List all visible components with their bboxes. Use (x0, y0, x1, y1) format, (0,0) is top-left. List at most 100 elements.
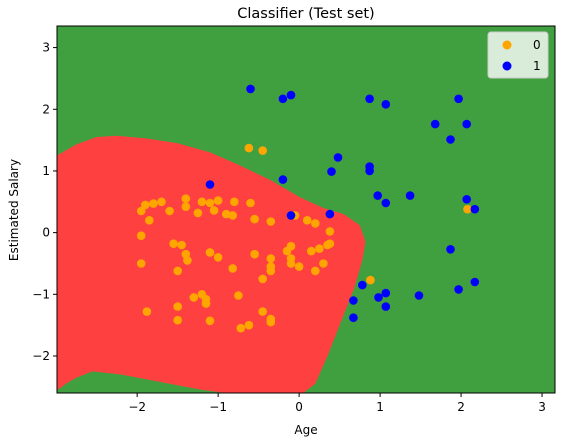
y-tick-label: −1 (32, 287, 50, 301)
point-class-1-10 (327, 167, 336, 176)
point-class-1-29 (470, 277, 480, 287)
point-class-0-4 (145, 216, 154, 225)
point-class-0-60 (205, 316, 215, 326)
point-class-1-8 (446, 135, 455, 144)
point-class-1-24 (349, 296, 358, 305)
point-class-1-26 (381, 288, 391, 298)
point-class-0-43 (311, 266, 320, 276)
point-class-1-0 (246, 84, 255, 94)
point-class-0-46 (173, 266, 182, 276)
point-class-0-49 (189, 293, 199, 302)
point-class-1-2 (286, 90, 296, 100)
point-class-1-5 (454, 94, 463, 104)
legend-marker-class-0 (502, 40, 512, 50)
point-class-0-44 (325, 239, 335, 248)
point-class-0-22 (325, 227, 335, 236)
point-class-0-29 (213, 252, 223, 262)
point-class-0-31 (266, 254, 276, 263)
point-class-1-17 (405, 191, 415, 200)
point-class-1-13 (278, 175, 288, 184)
point-class-0-52 (173, 302, 182, 311)
point-class-1-18 (462, 195, 472, 204)
chart-title: Classifier (Test set) (237, 6, 374, 22)
region-class-0 (57, 135, 366, 393)
point-class-1-20 (286, 211, 296, 220)
point-class-1-16 (381, 198, 391, 208)
plot-frame (56, 25, 556, 394)
point-class-0-3 (136, 206, 146, 216)
point-class-0-38 (294, 262, 304, 271)
point-class-0-39 (307, 246, 316, 256)
point-class-0-55 (258, 307, 268, 316)
point-class-1-22 (446, 245, 455, 254)
point-class-0-8 (197, 197, 207, 207)
point-class-0-65 (366, 275, 375, 285)
point-class-0-17 (250, 214, 259, 224)
point-class-0-66 (463, 204, 472, 214)
point-class-0-12 (246, 198, 255, 208)
point-class-0-13 (193, 208, 203, 218)
point-class-1-21 (325, 209, 335, 219)
legend-marker-class-1 (502, 61, 512, 71)
point-class-1-31 (349, 313, 358, 323)
point-class-0-24 (169, 239, 178, 248)
x-axis: −2 −1 0 1 2 3 (128, 393, 546, 414)
point-class-0-11 (230, 197, 239, 207)
point-class-0-35 (286, 241, 296, 251)
y-axis: −2 −1 0 1 2 3 (32, 41, 57, 363)
point-class-0-30 (250, 249, 259, 259)
point-class-0-15 (221, 209, 231, 219)
point-class-1-4 (381, 100, 391, 109)
point-class-1-1 (278, 94, 288, 104)
point-class-0-47 (228, 264, 237, 273)
point-class-1-19 (470, 204, 480, 214)
x-tick-label: 2 (457, 400, 465, 414)
point-class-1-9 (333, 153, 343, 162)
point-class-1-15 (373, 191, 383, 200)
point-class-1-25 (374, 293, 383, 302)
legend-label-class-0: 0 (533, 38, 541, 52)
point-class-1-23 (358, 280, 367, 290)
y-axis-label: Estimated Salary (7, 159, 21, 261)
x-tick-label: 1 (376, 400, 384, 414)
x-tick-label: −2 (128, 400, 146, 414)
point-class-0-21 (311, 219, 320, 228)
point-class-0-48 (258, 274, 268, 284)
y-tick-label: −2 (32, 349, 50, 363)
point-class-1-7 (462, 119, 472, 129)
point-class-0-53 (201, 299, 211, 308)
point-class-1-6 (430, 119, 440, 129)
point-class-0-23 (136, 231, 146, 240)
point-class-1-30 (381, 302, 391, 311)
point-class-0-27 (183, 256, 192, 265)
point-class-0-16 (228, 211, 237, 220)
point-class-0-64 (258, 146, 268, 155)
legend-label-class-1: 1 (533, 59, 541, 73)
point-class-1-28 (454, 285, 463, 294)
y-tick-label: 1 (42, 164, 50, 178)
y-tick-label: 3 (42, 41, 50, 55)
point-class-0-7 (181, 194, 191, 203)
point-class-0-9 (205, 198, 215, 208)
point-class-0-10 (213, 196, 223, 205)
point-class-1-12 (365, 166, 374, 176)
point-class-1-27 (414, 291, 424, 300)
x-tick-label: 3 (538, 400, 546, 414)
y-tick-label: 0 (42, 226, 50, 240)
point-class-0-0 (141, 200, 150, 210)
legend: 0 1 (487, 31, 549, 79)
y-tick-label: 2 (42, 102, 50, 116)
point-class-0-1 (149, 199, 158, 208)
point-class-1-3 (365, 94, 374, 104)
point-class-0-14 (209, 206, 219, 215)
point-class-0-25 (177, 240, 186, 250)
point-class-0-40 (315, 244, 324, 253)
point-class-0-2 (157, 197, 166, 207)
point-class-0-54 (234, 291, 243, 300)
point-class-0-20 (302, 216, 312, 225)
point-class-0-33 (266, 266, 276, 276)
point-class-0-59 (173, 315, 182, 325)
point-class-0-62 (244, 320, 254, 330)
x-axis-label: Age (294, 423, 317, 437)
